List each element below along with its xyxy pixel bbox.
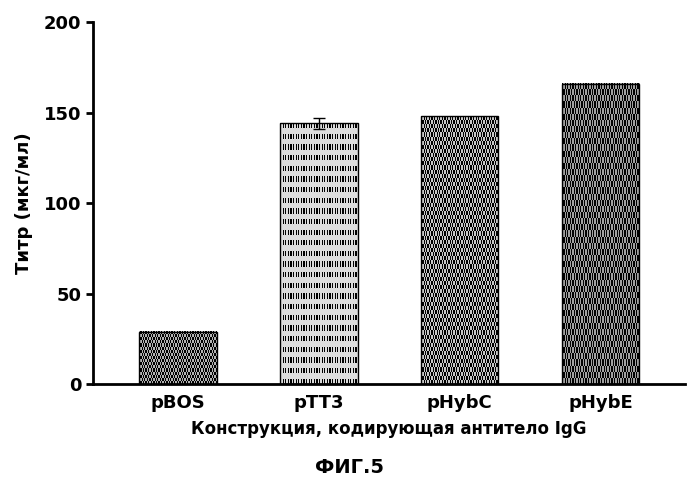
Bar (139, 332, 217, 384)
Y-axis label: Титр (мкг/мл): Титр (мкг/мл) (15, 132, 33, 274)
X-axis label: Конструкция, кодирующая антитело IgG: Конструкция, кодирующая антитело IgG (192, 420, 587, 438)
Text: ФИГ.5: ФИГ.5 (316, 458, 384, 477)
Bar (421, 116, 498, 384)
Bar (562, 83, 639, 384)
Bar (280, 123, 358, 384)
